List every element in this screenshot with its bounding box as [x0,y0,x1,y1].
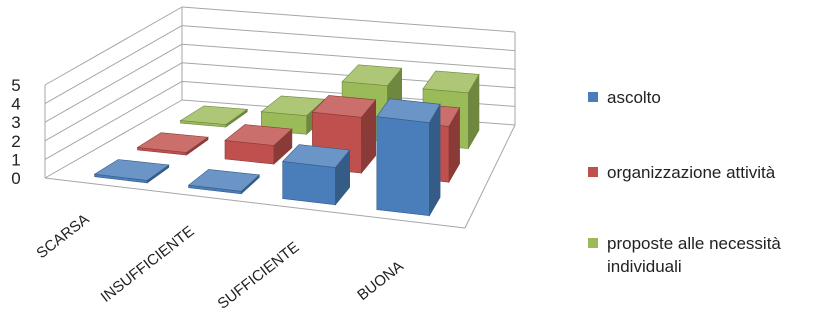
legend-item: ascolto [588,86,832,109]
gridline [181,43,516,70]
bar-front-face [376,116,430,217]
bar-top-face [422,70,480,94]
floor-front-edge [44,177,466,229]
side-gridline [44,99,183,179]
bar-organizzazione-attività [136,132,209,156]
y-tick-label: 5 [11,76,20,95]
side-gridline [44,6,183,86]
bar-side-face [429,103,441,217]
x-tick-label: SCARSA [33,211,92,262]
bar-top-face [282,144,351,168]
side-gridline [44,25,183,105]
side-gridline [44,62,183,142]
gridline [181,25,516,52]
y-tick-label: 1 [11,150,20,169]
legend-swatch [588,167,598,177]
bar-top-face [179,105,249,125]
floor-right-edge [464,124,516,229]
bar-organizzazione-attività [224,124,293,165]
legend-label: organizzazione attività [607,163,776,182]
bar-top-face [224,124,293,146]
y-tick-label: 0 [11,169,20,188]
bars [93,64,480,217]
legend-label: proposte alle necessità individuali [607,234,781,276]
bar-top-face [93,159,170,181]
bar-front-face [282,161,336,206]
side-gridline [44,43,183,123]
bar-ascolto [282,144,351,206]
x-axis: SCARSA INSUFFICIENTE SUFFICIENTE BUONA [33,211,406,313]
bar-ascolto [187,169,260,195]
legend-item: organizzazione attività [588,161,832,184]
bar-ascolto [93,159,170,184]
legend-swatch [588,238,598,248]
side-gridline [44,80,183,160]
legend-label: ascolto [607,88,661,107]
bar-ascolto [376,98,441,217]
y-tick-label: 3 [11,113,20,132]
legend-swatch [588,92,598,102]
x-tick-label: BUONA [354,258,407,304]
bar-proposte-alle-necessità-individuali [179,105,249,128]
x-tick-label: INSUFFICIENTE [98,223,198,306]
bar-top-face [376,98,441,124]
bar-top-face [260,95,326,117]
bar-top-face [187,169,260,192]
y-tick-label: 4 [11,95,20,114]
legend-item: proposte alle necessità individuali [588,232,832,278]
gridline [181,6,516,33]
bar-top-face [136,132,209,153]
y-tick-label: 2 [11,132,20,151]
bar-top-face [311,95,377,118]
bar-top-face [341,64,403,87]
x-tick-label: SUFFICIENTE [215,239,303,313]
